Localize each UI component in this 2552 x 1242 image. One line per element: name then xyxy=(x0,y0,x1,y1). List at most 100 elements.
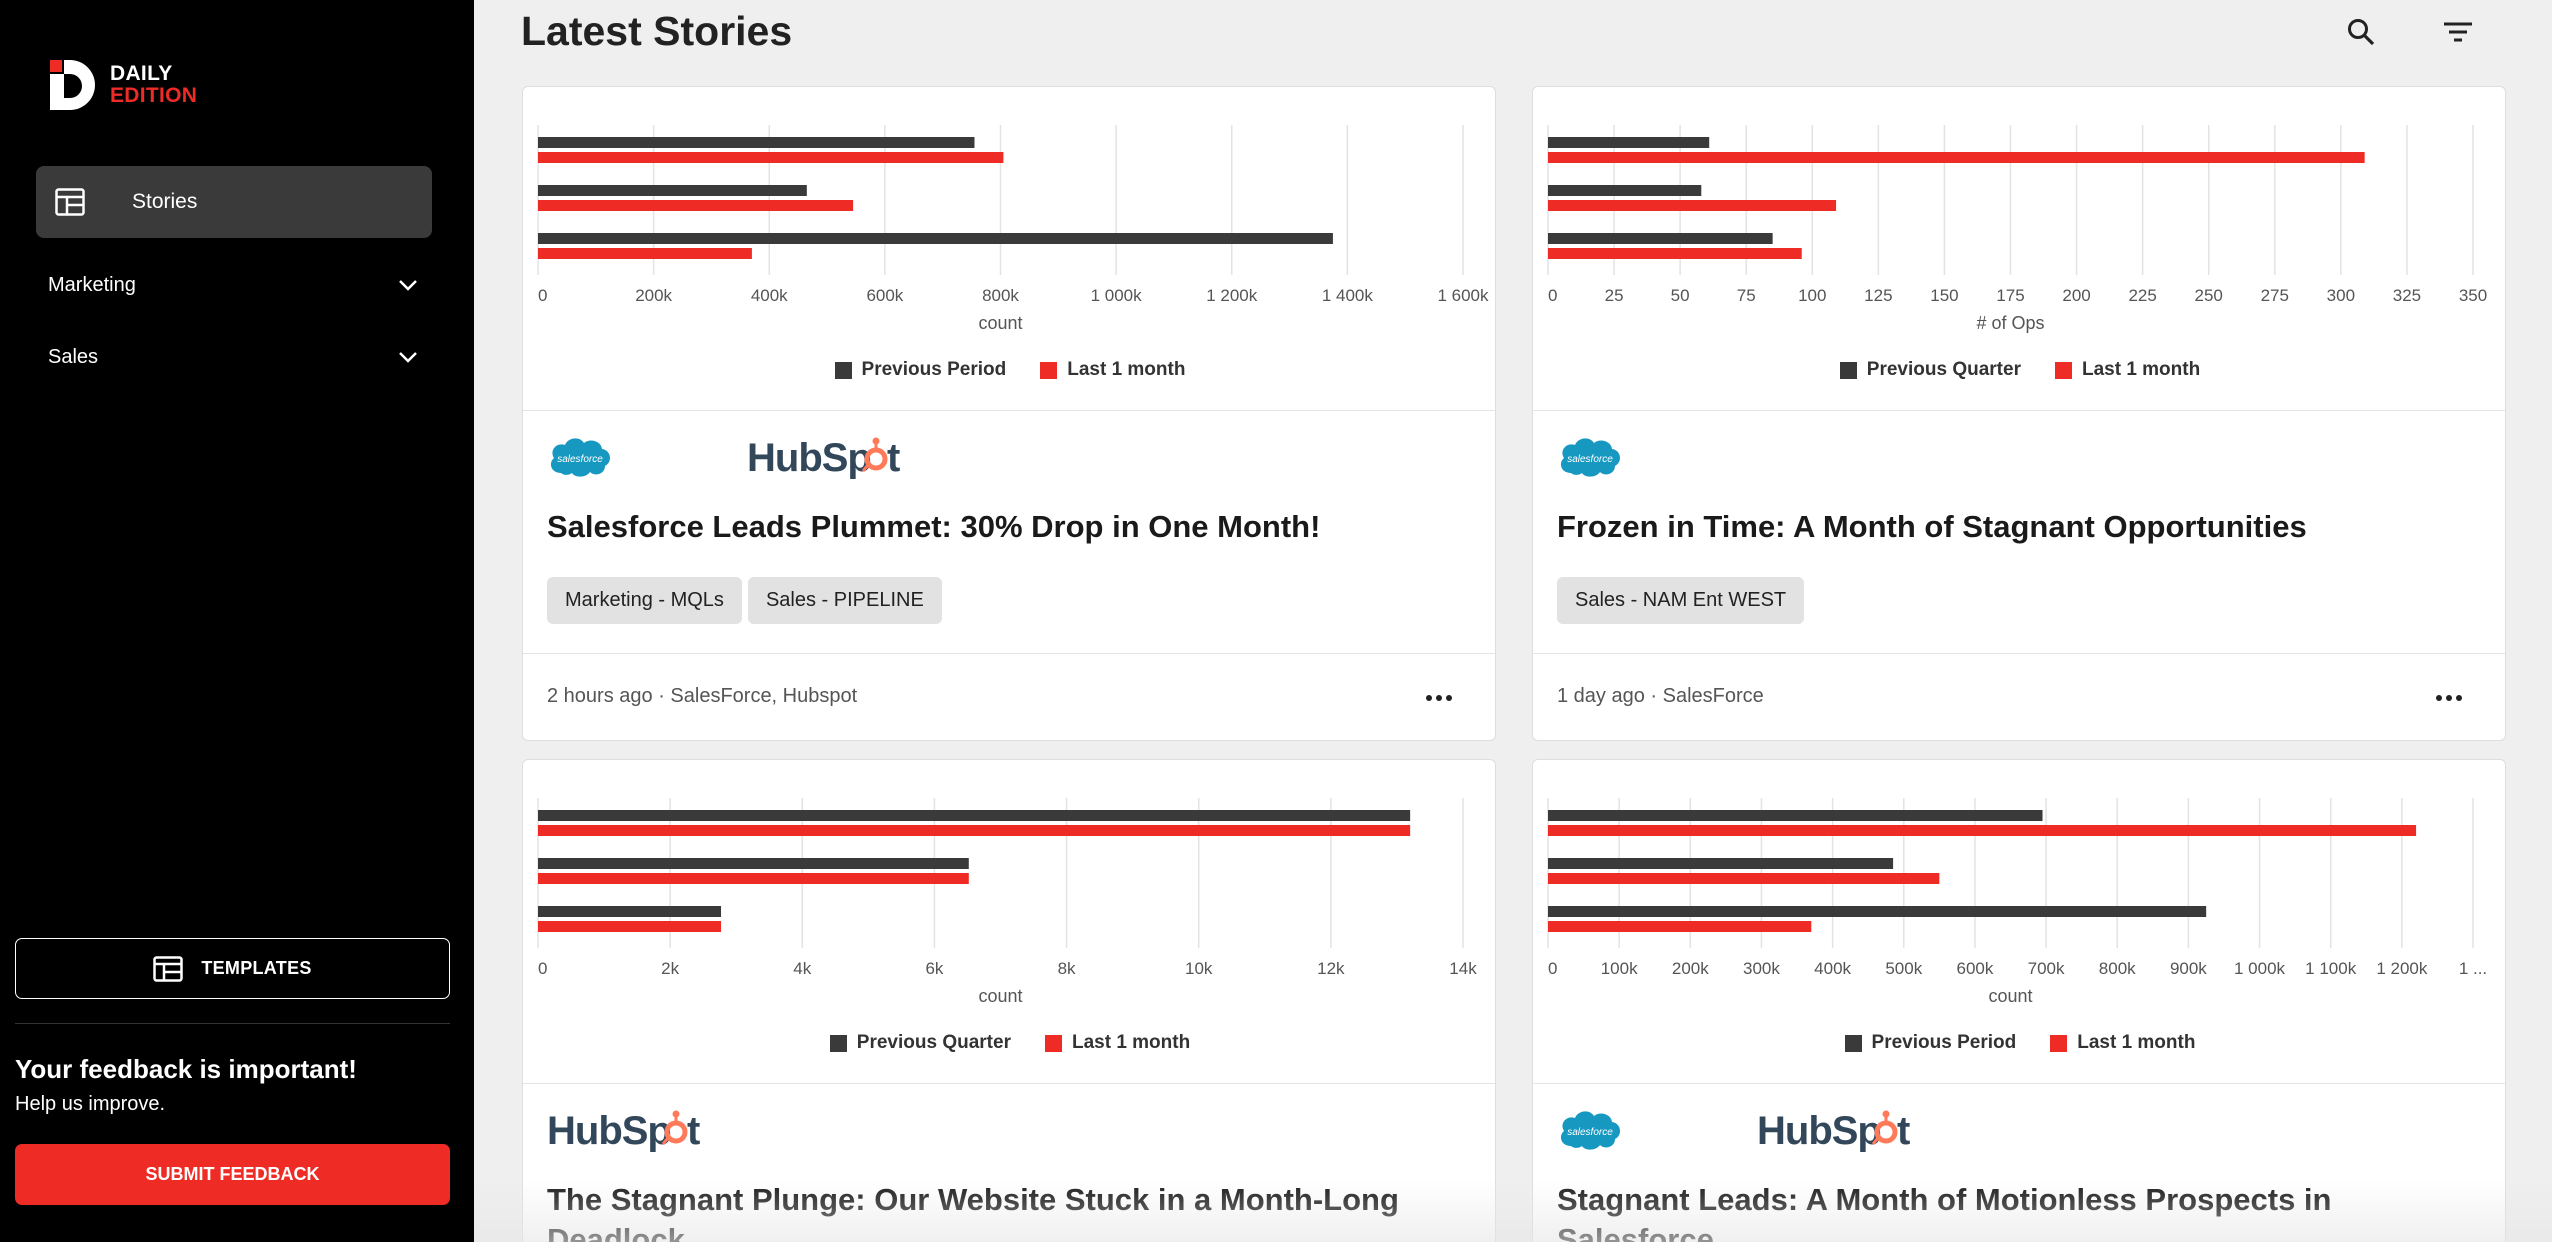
legend-label: Last 1 month xyxy=(1067,359,1186,380)
story-card[interactable]: 0 100k 200k 300k 400k 500k 600k 700k 800k 900k 1 0… xyxy=(1532,759,2506,1242)
story-footer: 2 hours ago · SalesForce, Hubspot xyxy=(523,653,1495,740)
x-tick-label: 700k xyxy=(2028,959,2065,978)
story-tags: Marketing - MQLs Sales - PIPELINE xyxy=(547,577,942,624)
submit-feedback-button[interactable]: SUBMIT FEEDBACK xyxy=(15,1144,450,1205)
bar-last-0[interactable] xyxy=(538,152,1004,163)
source-logos: HubSp t xyxy=(547,1106,711,1156)
x-tick-label: 6k xyxy=(925,959,943,978)
legend-swatch xyxy=(1839,361,1857,379)
story-card[interactable]: 0 25 50 75 100 125 150 175 200 225 250 275 300 325 350… xyxy=(1532,86,2506,741)
story-meta: 1 day ago · SalesForce xyxy=(1557,685,1764,707)
bar-previous-2[interactable] xyxy=(538,233,1333,244)
legend-item-previous: Previous Period xyxy=(834,359,1006,381)
legend-swatch xyxy=(1044,1034,1062,1052)
x-tick-label: 1 000k xyxy=(2234,959,2286,978)
feedback-subtitle: Help us improve. xyxy=(15,1093,166,1115)
bar-last-1[interactable] xyxy=(538,873,969,884)
legend-item-previous: Previous Period xyxy=(1844,1032,2016,1054)
x-tick-label: 50 xyxy=(1671,286,1690,305)
tag-chip[interactable]: Sales - PIPELINE xyxy=(747,577,942,624)
filter-button[interactable] xyxy=(2438,12,2478,52)
tag-chip[interactable]: Sales - NAM Ent WEST xyxy=(1557,577,1805,624)
hubspot-logo-icon: HubSp t xyxy=(547,1106,711,1157)
nav-group-sales[interactable]: Sales xyxy=(48,337,418,377)
x-tick-label: 400k xyxy=(751,286,788,305)
legend-item-last: Last 1 month xyxy=(2054,359,2200,381)
x-tick-label: 800k xyxy=(982,286,1019,305)
legend-label: Previous Quarter xyxy=(856,1032,1011,1053)
source-logos: salesforce HubSp t xyxy=(1557,1106,1921,1156)
search-button[interactable] xyxy=(2341,12,2381,52)
bar-chart: 0 25 50 75 100 125 150 175 200 225 250 275 300 325 350… xyxy=(1547,125,2487,333)
story-title[interactable]: Frozen in Time: A Month of Stagnant Oppo… xyxy=(1557,509,2307,544)
bar-previous-2[interactable] xyxy=(1548,233,1773,244)
bar-previous-1[interactable] xyxy=(1548,185,1702,196)
x-tick-label: 500k xyxy=(1885,959,1922,978)
story-card[interactable]: 0 2k 4k 6k 8k 10k 12k 14k count Previous Quarter… xyxy=(522,759,1496,1242)
bar-last-2[interactable] xyxy=(538,921,722,932)
bar-previous-2[interactable] xyxy=(1548,906,2207,917)
x-tick-label: 175 xyxy=(1996,286,2024,305)
bar-chart: 0 200k 400k 600k 800k 1 000k 1 200k 1 400k 1 600… xyxy=(537,125,1489,333)
nav-stories-label: Stories xyxy=(132,190,198,213)
bar-last-1[interactable] xyxy=(1548,873,1940,884)
more-options-button[interactable] xyxy=(1419,678,1459,718)
story-title[interactable]: Stagnant Leads: A Month of Motionless Pr… xyxy=(1557,1182,2332,1242)
bar-last-1[interactable] xyxy=(538,200,854,211)
bar-previous-1[interactable] xyxy=(538,185,807,196)
bar-previous-0[interactable] xyxy=(538,137,975,148)
story-tags: Sales - NAM Ent WEST xyxy=(1557,577,1805,624)
chart-legend: Previous Period Last 1 month xyxy=(1533,1032,2505,1054)
feedback-title: Your feedback is important! xyxy=(15,1054,357,1084)
story-title[interactable]: Salesforce Leads Plummet: 30% Drop in On… xyxy=(547,509,1321,544)
legend-item-previous: Previous Quarter xyxy=(829,1032,1011,1054)
nav-stories[interactable]: Stories xyxy=(36,166,432,238)
chevron-down-icon xyxy=(398,346,418,369)
x-tick-label: 200k xyxy=(1672,959,1709,978)
bar-last-2[interactable] xyxy=(1548,921,1812,932)
page-title: Latest Stories xyxy=(521,8,793,54)
x-tick-label: 250 xyxy=(2195,286,2223,305)
svg-text:HubSp: HubSp xyxy=(547,1109,671,1152)
bar-previous-1[interactable] xyxy=(1548,858,1894,869)
bar-last-0[interactable] xyxy=(538,825,1411,836)
story-chart: 0 100k 200k 300k 400k 500k 600k 700k 800k 900k 1 0… xyxy=(1533,760,2505,1084)
x-tick-label: 100 xyxy=(1798,286,1826,305)
legend-item-last: Last 1 month xyxy=(1040,359,1185,381)
nav-group-label: Sales xyxy=(48,345,99,368)
x-tick-label: 325 xyxy=(2393,286,2421,305)
x-axis-label: count xyxy=(978,986,1022,1006)
bar-last-0[interactable] xyxy=(1548,825,2417,836)
brand-logo[interactable]: DAILY EDITION xyxy=(48,58,197,112)
salesforce-logo-icon: salesforce xyxy=(1557,433,1623,484)
bar-last-0[interactable] xyxy=(1548,152,2365,163)
bar-previous-0[interactable] xyxy=(1548,810,2043,821)
x-tick-label: 900k xyxy=(2170,959,2207,978)
svg-text:salesforce: salesforce xyxy=(1567,1127,1613,1138)
tag-chip[interactable]: Marketing - MQLs xyxy=(547,577,742,624)
more-options-button[interactable] xyxy=(2429,678,2469,718)
bar-last-1[interactable] xyxy=(1548,200,1837,211)
bar-previous-2[interactable] xyxy=(538,906,722,917)
bar-previous-0[interactable] xyxy=(538,810,1411,821)
bar-previous-0[interactable] xyxy=(1548,137,1710,148)
x-axis-label: count xyxy=(978,313,1022,333)
svg-text:HubSp: HubSp xyxy=(747,436,871,479)
story-card[interactable]: 0 200k 400k 600k 800k 1 000k 1 200k 1 400k 1 600… xyxy=(522,86,1496,741)
svg-text:t: t xyxy=(887,436,900,479)
chevron-down-icon xyxy=(398,274,418,297)
story-chart: 0 2k 4k 6k 8k 10k 12k 14k count Previous Quarter… xyxy=(523,760,1495,1084)
bar-previous-1[interactable] xyxy=(538,858,969,869)
templates-button[interactable]: TEMPLATES xyxy=(15,938,450,999)
story-title[interactable]: The Stagnant Plunge: Our Website Stuck i… xyxy=(547,1182,1399,1242)
bar-chart: 0 100k 200k 300k 400k 500k 600k 700k 800k 900k 1 0… xyxy=(1547,798,2487,1006)
x-tick-label: 300k xyxy=(1743,959,1780,978)
legend-swatch xyxy=(1040,361,1058,379)
x-tick-label: 1 ... xyxy=(2459,959,2487,978)
bar-last-2[interactable] xyxy=(1548,248,1802,259)
bar-last-2[interactable] xyxy=(538,248,752,259)
x-tick-label: 1 400k xyxy=(1322,286,1374,305)
legend-item-last: Last 1 month xyxy=(2050,1032,2195,1054)
nav-group-marketing[interactable]: Marketing xyxy=(48,265,418,305)
story-meta: 2 hours ago · SalesForce, Hubspot xyxy=(547,685,858,707)
